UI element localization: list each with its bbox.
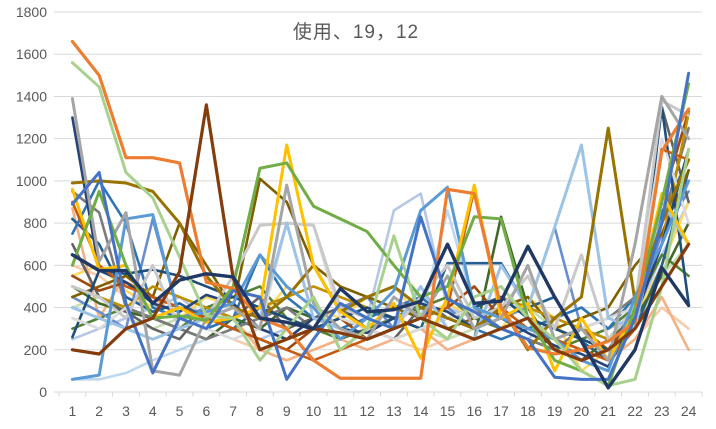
x-tick-label: 22	[627, 403, 643, 419]
series-lines	[70, 39, 691, 390]
series-line	[71, 105, 690, 352]
x-tick-label: 13	[386, 403, 402, 419]
x-tick-label: 23	[654, 403, 670, 419]
x-tick-label: 17	[493, 403, 509, 419]
x-tick-label: 4	[149, 403, 157, 419]
y-tick-label: 1600	[16, 46, 47, 62]
y-tick-label: 600	[24, 257, 48, 273]
series-line	[70, 126, 691, 352]
x-tick-label: 24	[681, 403, 697, 419]
x-tick-label: 19	[547, 403, 563, 419]
x-tick-label: 6	[202, 403, 210, 419]
x-tick-label: 21	[600, 403, 616, 419]
gridlines	[54, 11, 703, 397]
x-tick-label: 8	[256, 403, 264, 419]
x-tick-label: 3	[122, 403, 130, 419]
x-tick-label: 10	[306, 403, 322, 419]
x-tick-label: 5	[176, 403, 184, 419]
x-tick-label: 12	[359, 403, 375, 419]
x-tick-label: 11	[333, 403, 348, 419]
y-tick-label: 1000	[16, 173, 47, 189]
y-tick-label: 400	[24, 300, 48, 316]
series-line	[70, 179, 691, 381]
y-tick-label: 0	[39, 384, 47, 400]
x-tick-label: 15	[440, 403, 456, 419]
series-line	[70, 103, 691, 362]
x-tick-label: 2	[95, 403, 103, 419]
x-tick-label: 9	[283, 403, 291, 419]
y-tick-label: 1400	[16, 88, 47, 104]
x-tick-label: 7	[229, 403, 237, 419]
series-line	[70, 61, 691, 388]
series-line	[70, 242, 691, 390]
x-tick-label: 14	[413, 403, 429, 419]
y-tick-label: 800	[24, 215, 48, 231]
y-tick-label: 1800	[16, 4, 47, 20]
y-tick-label: 200	[24, 342, 48, 358]
chart-title: 使用、19，12	[292, 22, 420, 43]
x-tick-label: 20	[574, 403, 590, 419]
x-tick-label: 16	[466, 403, 482, 419]
x-tick-label: 1	[68, 403, 76, 419]
x-tick-label: 18	[520, 403, 536, 419]
y-tick-label: 1200	[16, 131, 47, 147]
series-line	[70, 71, 691, 381]
series-line	[70, 94, 691, 377]
